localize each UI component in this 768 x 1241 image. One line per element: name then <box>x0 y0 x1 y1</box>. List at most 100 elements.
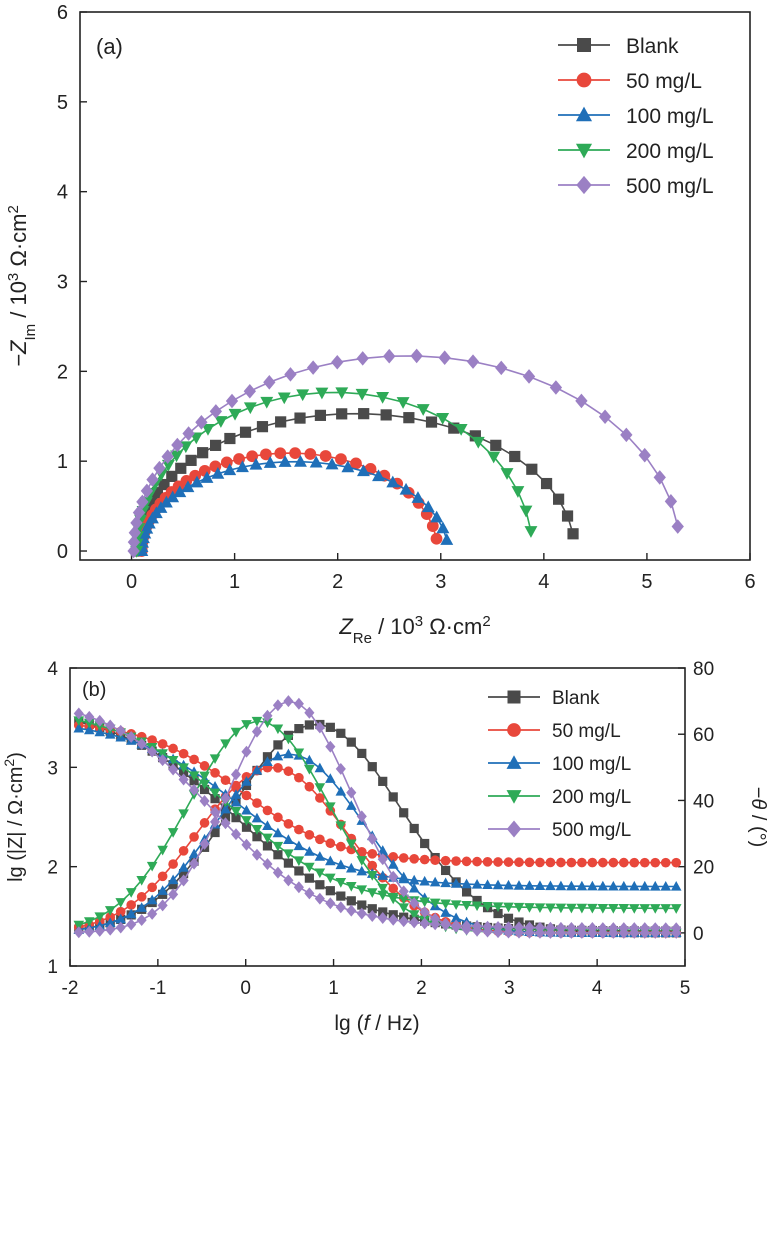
magnitude-point-b <box>398 915 409 928</box>
legend-label-b: 200 mg/L <box>552 787 631 808</box>
magnitude-point-b <box>83 724 95 735</box>
data-point-a <box>454 423 468 436</box>
magnitude-point-b <box>461 878 472 889</box>
magnitude-point-b <box>126 730 137 743</box>
y-tick-label-a: 0 <box>57 541 68 563</box>
magnitude-point-b <box>293 840 305 851</box>
phase-point-b <box>83 917 95 927</box>
data-point-a <box>159 495 173 508</box>
x-tick-label-b: 1 <box>328 978 339 999</box>
phase-point-b <box>493 908 503 919</box>
data-point-a <box>278 455 292 467</box>
x-tick-label-a: 5 <box>641 571 652 593</box>
magnitude-point-b <box>189 784 200 797</box>
data-point-a <box>553 493 565 505</box>
magnitude-point-b <box>377 870 389 880</box>
phase-point-b <box>220 792 231 805</box>
phase-point-b <box>524 926 535 939</box>
y-right-tick-label-b: 40 <box>693 791 714 812</box>
phase-point-b <box>451 920 462 933</box>
phase-point-b <box>105 912 116 922</box>
magnitude-point-b <box>367 904 377 914</box>
phase-point-b <box>367 860 378 871</box>
magnitude-point-b <box>314 892 325 905</box>
x-tick-label-b: -1 <box>149 978 166 999</box>
x-tick-label-a: 3 <box>435 571 446 593</box>
magnitude-point-b <box>524 880 535 890</box>
phase-point-b <box>461 887 472 897</box>
y-tick-label-a: 3 <box>57 272 68 294</box>
data-point-a <box>170 450 183 463</box>
phase-point-b <box>157 845 168 856</box>
magnitude-point-b <box>262 858 273 871</box>
magnitude-point-b <box>304 846 315 856</box>
phase-point-b <box>304 720 314 730</box>
phase-point-b <box>125 888 137 898</box>
data-point-a <box>671 519 684 534</box>
magnitude-point-b <box>629 857 640 868</box>
magnitude-point-b <box>608 857 619 868</box>
magnitude-point-b <box>555 903 567 914</box>
magnitude-point-b <box>545 903 556 914</box>
magnitude-point-b <box>157 749 168 759</box>
magnitude-point-b <box>346 904 357 917</box>
magnitude-point-b <box>199 761 210 771</box>
magnitude-point-b <box>366 888 378 898</box>
data-point-a <box>263 375 276 390</box>
phase-line-b <box>78 753 677 934</box>
magnitude-point-b <box>325 873 336 884</box>
data-point-a <box>383 348 396 364</box>
magnitude-point-b <box>419 854 430 865</box>
data-point-a <box>376 392 390 404</box>
magnitude-point-b <box>199 784 210 795</box>
data-point-a <box>166 490 180 503</box>
magnitude-point-b <box>598 857 608 868</box>
magnitude-point-b <box>650 857 661 868</box>
data-point-a <box>197 447 209 459</box>
legend-a: Blank 50 mg/L 100 mg/L 200 mg/L 500 mg/L <box>558 35 714 198</box>
data-point-a <box>331 354 344 370</box>
phase-point-b <box>503 926 514 939</box>
phase-point-b <box>513 926 525 939</box>
data-point-a <box>664 494 678 509</box>
magnitude-point-b <box>430 855 440 865</box>
magnitude-point-b <box>251 812 263 823</box>
magnitude-point-b <box>587 903 598 914</box>
phase-point-b <box>251 725 263 738</box>
magnitude-point-b <box>335 901 346 914</box>
data-point-a <box>399 482 413 495</box>
magnitude-point-b <box>429 876 441 887</box>
phase-point-b <box>178 869 189 879</box>
magnitude-point-b <box>283 849 294 860</box>
data-point-a <box>136 494 149 510</box>
data-point-a <box>380 409 392 421</box>
legend-marker-b <box>507 690 521 704</box>
x-tick-label-b: -2 <box>62 978 79 999</box>
data-point-a <box>211 467 225 479</box>
phase-point-b <box>199 818 210 828</box>
data-point-a <box>438 350 451 365</box>
phase-point-b <box>387 894 399 905</box>
magnitude-point-b <box>440 899 451 910</box>
y-axis-label-a: −ZIm / 103 Ω·cm2 <box>5 205 39 367</box>
axis-ticks-a: 0 1 2 3 4 5 6 0 1 2 3 4 5 6 <box>57 2 756 593</box>
data-point-a <box>128 525 141 540</box>
phase-point-b <box>314 762 326 773</box>
magnitude-point-b <box>535 857 545 868</box>
phase-point-b <box>105 923 116 936</box>
magnitude-point-b <box>262 841 273 851</box>
magnitude-point-b <box>252 798 262 808</box>
magnitude-point-b <box>199 794 210 807</box>
data-point-a <box>500 468 514 480</box>
magnitude-point-b <box>220 817 231 830</box>
phase-point-b <box>387 859 399 869</box>
data-point-a <box>638 447 651 463</box>
magnitude-point-b <box>84 710 95 723</box>
magnitude-point-b <box>524 903 535 913</box>
data-point-a <box>153 460 166 476</box>
phase-point-b <box>262 709 273 722</box>
phase-point-b <box>408 882 420 893</box>
phase-point-b <box>251 716 263 727</box>
